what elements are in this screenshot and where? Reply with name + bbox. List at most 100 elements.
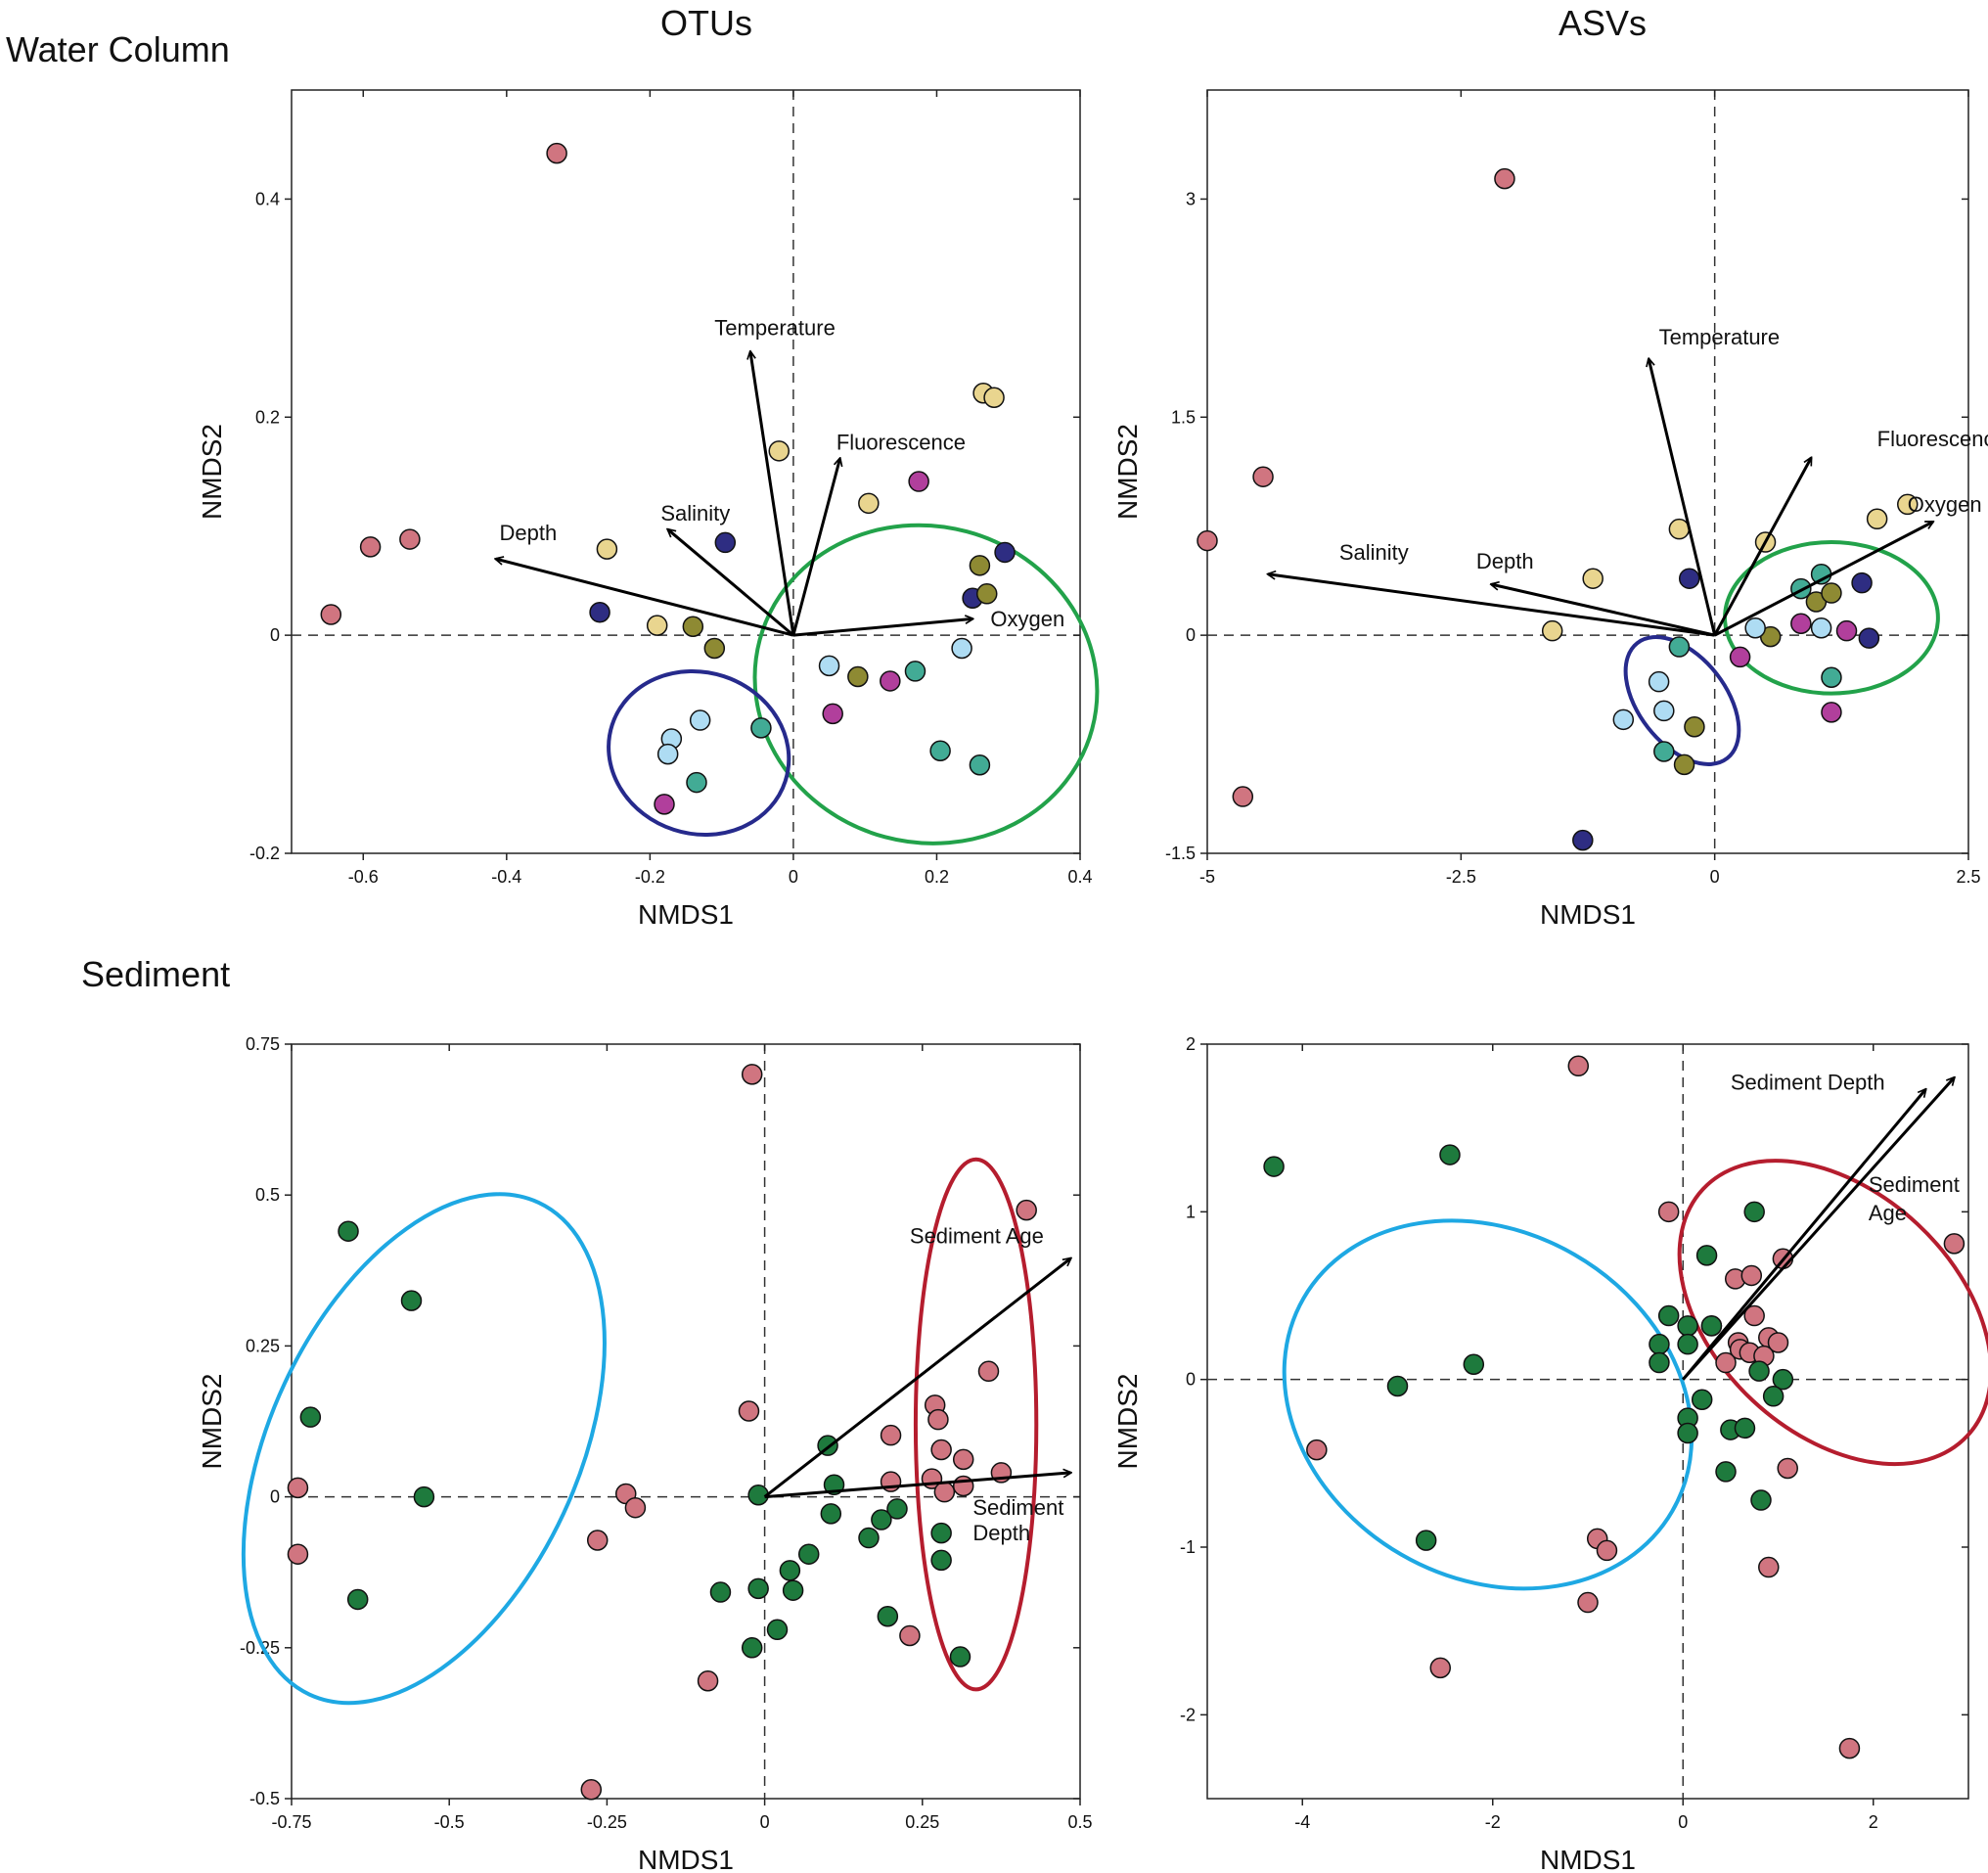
data-point xyxy=(580,1778,603,1801)
vector-arrow xyxy=(750,351,795,636)
vector-arrow xyxy=(1649,359,1717,636)
data-point xyxy=(1596,1539,1618,1562)
data-point xyxy=(1821,666,1842,688)
y-tick-label: 1.5 xyxy=(1171,407,1196,427)
x-tick-label: -0.6 xyxy=(348,867,379,887)
data-point xyxy=(1743,1304,1765,1327)
data-point xyxy=(1866,508,1888,530)
y-tick-label: 0 xyxy=(1186,1370,1196,1390)
data-point xyxy=(1821,702,1842,723)
data-point xyxy=(779,1560,801,1581)
data-point xyxy=(930,1439,952,1461)
data-point xyxy=(1740,1264,1763,1287)
data-point xyxy=(320,604,342,625)
data-point xyxy=(1695,1245,1718,1266)
data-point xyxy=(596,538,618,560)
data-point xyxy=(1790,613,1812,635)
data-point xyxy=(1943,1233,1965,1255)
plot-frame xyxy=(291,89,1081,854)
data-point xyxy=(586,1530,609,1551)
vector-label: Salinity xyxy=(660,501,730,525)
data-point xyxy=(977,1360,1000,1383)
data-point xyxy=(1777,1457,1798,1480)
data-point xyxy=(1858,627,1880,649)
y-tick-label: -0.25 xyxy=(240,1638,280,1658)
x-tick-label: -0.75 xyxy=(271,1812,311,1832)
data-point xyxy=(1582,568,1604,589)
y-tick-label: 0.75 xyxy=(246,1034,280,1054)
data-point xyxy=(646,615,668,636)
group-ellipse xyxy=(607,668,791,838)
data-point xyxy=(877,1605,899,1627)
data-point xyxy=(1649,1333,1670,1355)
x-tick-label: -4 xyxy=(1294,1812,1310,1832)
data-point xyxy=(1729,646,1751,668)
vector-arrow xyxy=(763,1258,1071,1498)
data-point xyxy=(1541,619,1563,642)
data-point xyxy=(1835,619,1858,642)
data-point xyxy=(1821,582,1842,604)
x-tick-label: -5 xyxy=(1199,867,1215,887)
x-axis-label: NMDS1 xyxy=(1540,1845,1636,1873)
x-tick-label: 2 xyxy=(1869,1812,1878,1832)
data-point xyxy=(750,717,772,739)
group-ellipse xyxy=(752,523,1100,845)
panel-water-otus: -0.6 -0.4 -0.2 0 0.2 0.4 -0.2 0 0.2 0.4 NMDS1 NMDS2… xyxy=(197,89,1100,930)
data-point xyxy=(1744,617,1766,639)
data-point xyxy=(930,1549,952,1572)
data-point xyxy=(656,743,679,765)
data-point xyxy=(1463,1353,1485,1375)
data-point xyxy=(1668,636,1691,658)
vector-arrow xyxy=(1713,458,1813,636)
data-point xyxy=(338,1220,359,1242)
data-point xyxy=(359,536,382,558)
data-point xyxy=(1750,1489,1772,1511)
data-point xyxy=(1772,1368,1794,1391)
data-point xyxy=(904,661,926,682)
group-ellipse xyxy=(1677,1159,1988,1467)
y-tick-label: -1 xyxy=(1180,1537,1196,1557)
vector-label: Oxygen xyxy=(990,607,1064,631)
x-tick-label: 0 xyxy=(1710,867,1720,887)
data-point xyxy=(880,1424,902,1446)
x-tick-label: -2 xyxy=(1485,1812,1501,1832)
y-axis-label: NMDS2 xyxy=(1112,1373,1143,1469)
data-point xyxy=(1577,1591,1599,1614)
y-tick-label: 0 xyxy=(270,625,280,645)
vector-arrow xyxy=(1682,1077,1954,1381)
x-tick-label: -0.25 xyxy=(587,1812,627,1832)
y-axis-label: NMDS2 xyxy=(1112,424,1143,520)
row-header-water-column: Water Column xyxy=(6,29,230,69)
data-point xyxy=(930,1522,952,1544)
group-ellipse xyxy=(1623,635,1741,766)
data-point xyxy=(1429,1657,1452,1679)
data-point xyxy=(1648,670,1670,693)
vector-label: Age xyxy=(1869,1201,1907,1225)
vector-label: Sediment Age xyxy=(910,1224,1044,1249)
data-point xyxy=(1252,466,1274,487)
group-ellipse xyxy=(913,1157,1039,1692)
vector-arrow xyxy=(792,618,972,637)
data-point xyxy=(1653,741,1675,762)
plot-frame xyxy=(1206,1043,1969,1800)
vector-label: Sediment xyxy=(1869,1172,1960,1197)
panel-sediment-asvs: -4 -2 0 2 -2 -1 0 1 2 NMDS1 NMDS2 Sediment Depth Sed… xyxy=(1112,1034,1988,1873)
vector-arrow xyxy=(1268,574,1715,637)
data-point xyxy=(1668,518,1691,540)
vector-label: Temperature xyxy=(714,316,836,341)
data-point xyxy=(1657,1201,1680,1223)
vector-arrow xyxy=(791,459,840,636)
y-tick-label: -2 xyxy=(1180,1705,1196,1724)
column-header-otus: OTUs xyxy=(660,3,752,43)
column-header-asvs: ASVs xyxy=(1559,3,1647,43)
data-point xyxy=(1897,493,1919,516)
data-point xyxy=(880,670,901,692)
data-point xyxy=(1715,1461,1737,1483)
data-point xyxy=(1678,568,1700,589)
x-tick-label: -2.5 xyxy=(1446,867,1476,887)
data-point xyxy=(908,471,929,492)
data-point xyxy=(969,555,991,576)
data-point xyxy=(1677,1315,1698,1337)
x-axis-label: NMDS1 xyxy=(638,1845,734,1873)
